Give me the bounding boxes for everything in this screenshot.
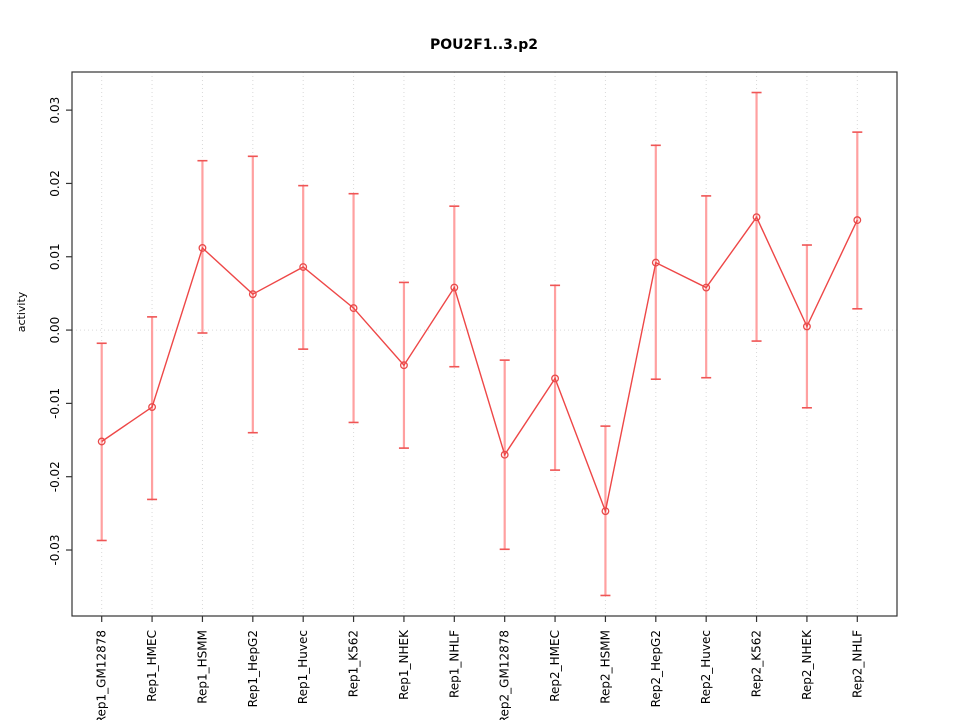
data-point [853, 216, 862, 225]
x-tick-label: Rep2_Huvec [699, 630, 713, 704]
x-tick-label: Rep1_K562 [347, 630, 361, 697]
x-tick-label: Rep2_HSMM [598, 630, 612, 704]
y-tick-label: -0.02 [48, 461, 62, 492]
data-point [248, 290, 257, 299]
x-tick-label: Rep1_HSMM [195, 630, 209, 704]
data-point [702, 283, 711, 292]
grid-lines [72, 72, 897, 616]
data-point [450, 283, 459, 292]
data-point [97, 437, 106, 446]
y-tick-label: 0.03 [48, 97, 62, 124]
data-point [500, 450, 509, 459]
activity-line [101, 215, 858, 514]
data-point [802, 322, 811, 331]
y-tick-label: 0.00 [48, 317, 62, 344]
y-tick-label: -0.03 [48, 534, 62, 565]
x-tick-label: Rep1_NHLF [447, 630, 461, 698]
axis-ticks-and-labels: -0.03 -0.02 -0.01 0.00 0.01 0.02 0.03 Rep1_GM12… [48, 97, 864, 720]
x-tick-label: Rep2_HMEC [548, 630, 562, 702]
data-marks [96, 91, 863, 597]
data-point [198, 244, 207, 252]
data-point [752, 213, 761, 222]
plot-border [71, 71, 898, 617]
y-tick-label: -0.01 [48, 388, 62, 419]
data-point [349, 304, 358, 313]
data-point [551, 374, 560, 383]
y-axis-label: activity [15, 291, 28, 332]
x-tick-label: Rep1_NHEK [397, 629, 411, 700]
y-tick-label: 0.02 [48, 170, 62, 197]
data-point [148, 403, 157, 412]
x-tick-label: Rep2_NHEK [800, 629, 814, 700]
data-point [601, 507, 610, 516]
data-point [399, 361, 408, 370]
x-tick-label: Rep2_NHLF [850, 630, 864, 698]
x-tick-label: Rep2_GM12878 [498, 630, 512, 720]
y-tick-label: 0.01 [48, 243, 62, 270]
x-tick-label: Rep1_HepG2 [246, 630, 260, 707]
chart-title: POU2F1..3.p2 [430, 37, 538, 53]
x-tick-label: Rep2_K562 [750, 630, 764, 697]
data-point [651, 258, 660, 267]
x-tick-label: Rep1_HMEC [145, 630, 159, 702]
x-tick-label: Rep1_Huvec [296, 630, 310, 704]
x-tick-label: Rep1_GM12878 [95, 630, 109, 720]
data-point [299, 263, 308, 271]
x-tick-label: Rep2_HepG2 [649, 630, 663, 707]
